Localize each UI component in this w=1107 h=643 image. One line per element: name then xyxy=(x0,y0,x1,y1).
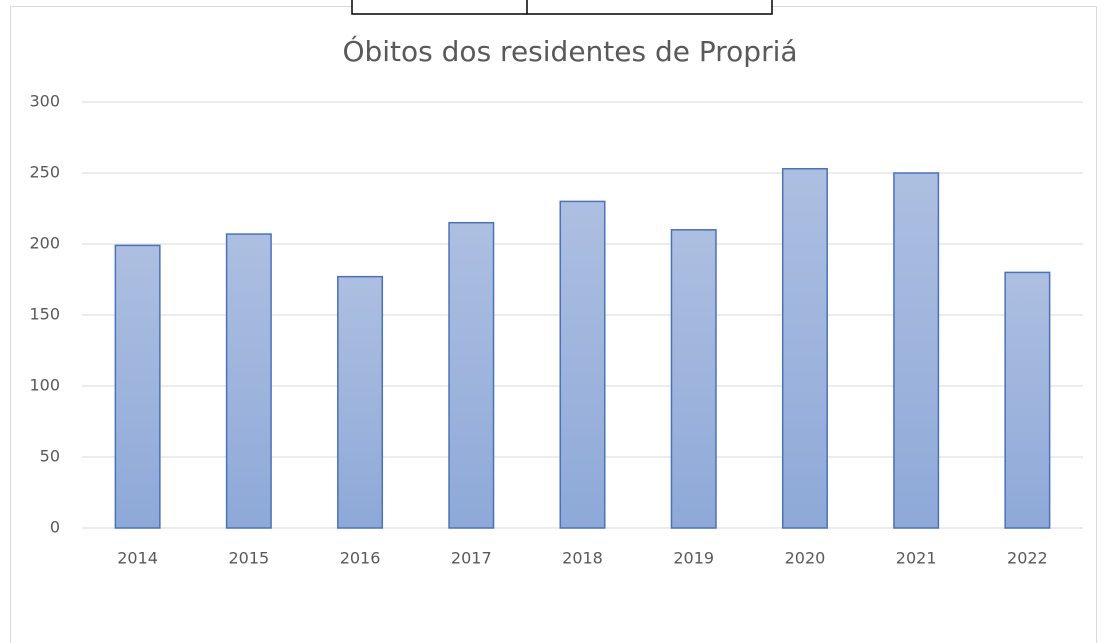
x-tick-label: 2020 xyxy=(785,549,826,568)
y-tick-label: 300 xyxy=(29,92,60,111)
y-tick-label: 0 xyxy=(50,518,60,537)
y-tick-label: 250 xyxy=(29,163,60,182)
bar xyxy=(337,275,384,529)
x-tick-label: 2015 xyxy=(228,549,269,568)
bar xyxy=(781,167,828,529)
x-tick-label: 2017 xyxy=(451,549,492,568)
y-tick-label: 150 xyxy=(29,305,60,324)
bar xyxy=(559,200,606,529)
x-tick-label: 2019 xyxy=(673,549,714,568)
bar xyxy=(114,244,161,529)
bar xyxy=(670,229,717,529)
x-tick-label: 2016 xyxy=(340,549,381,568)
table-fragment xyxy=(351,0,773,15)
y-tick-label: 100 xyxy=(29,376,60,395)
x-tick-label: 2014 xyxy=(117,549,158,568)
bar xyxy=(448,221,495,529)
bar xyxy=(893,172,940,529)
x-tick-label: 2021 xyxy=(896,549,937,568)
x-tick-label: 2022 xyxy=(1007,549,1048,568)
chart-title: Óbitos dos residentes de Propriá xyxy=(342,34,797,68)
y-tick-label: 200 xyxy=(29,234,60,253)
bar xyxy=(225,233,272,529)
x-tick-label: 2018 xyxy=(562,549,603,568)
y-tick-label: 50 xyxy=(40,447,60,466)
bar xyxy=(1004,271,1051,529)
